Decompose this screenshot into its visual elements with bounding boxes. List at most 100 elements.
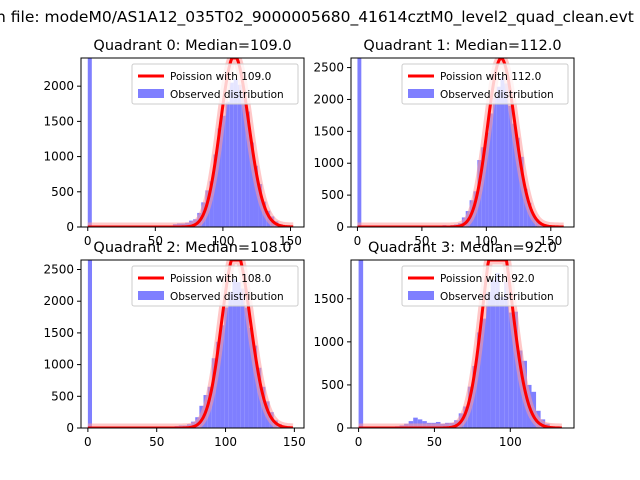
legend-box: [131, 265, 299, 307]
histogram-bar: [481, 318, 487, 428]
panel-title: Quadrant 3: Median=92.0: [368, 240, 557, 256]
axes-frame: [350, 57, 575, 228]
y-tick-label: 0: [336, 421, 344, 435]
histogram-bar: [500, 77, 505, 227]
x-tick-label: 100: [211, 234, 234, 248]
histogram-bar: [240, 288, 245, 428]
histogram-bar: [220, 325, 225, 428]
histogram-bar: [515, 137, 520, 227]
figure-title: n file: modeM0/AS1A12_035T02_9000005680_…: [0, 8, 634, 27]
legend-hist-swatch: [408, 291, 434, 300]
legend-line-label: Poission with 112.0: [440, 71, 541, 83]
poisson-curve: [356, 58, 565, 227]
histogram-bar: [485, 132, 489, 227]
histogram-bar: [504, 83, 509, 227]
legend: Poission with 108.0 Observed distribution: [131, 265, 299, 307]
histogram-bar: [87, 58, 92, 227]
histogram-bar: [217, 128, 222, 227]
panel-title: Quadrant 2: Median=108.0: [93, 240, 291, 256]
histogram-bar: [224, 307, 229, 428]
legend: Poission with 92.0 Observed distribution: [401, 265, 569, 307]
legend: Poission with 112.0 Observed distribution: [401, 63, 569, 105]
y-tick-label: 1000: [313, 156, 344, 170]
histogram-bar: [215, 341, 221, 428]
y-tick-label: 1500: [313, 124, 344, 138]
x-tick-label: 0: [354, 234, 362, 248]
panel-title: Quadrant 0: Median=109.0: [93, 38, 291, 54]
x-tick-label: 150: [279, 234, 302, 248]
poisson-curve: [87, 58, 294, 227]
x-tick-label: 50: [414, 234, 429, 248]
histogram-bar: [221, 115, 226, 227]
x-tick-label: 100: [214, 435, 237, 449]
legend-line-label: Poission with 108.0: [170, 273, 271, 285]
y-tick-label: 0: [66, 220, 74, 234]
poisson-curve: [358, 260, 563, 428]
y-tick-label: 1500: [43, 114, 74, 128]
histogram-bar: [496, 86, 501, 227]
y-tick-label: 500: [321, 378, 344, 392]
histogram-bar: [213, 154, 218, 227]
histogram-bar: [508, 105, 513, 227]
histogram-bar: [492, 97, 497, 227]
legend-hist-label: Observed distribution: [440, 89, 554, 101]
legend-box: [401, 63, 569, 105]
y-tick-label: 2000: [313, 92, 344, 106]
y-tick-label: 1500: [313, 292, 344, 306]
axes-frame: [350, 259, 575, 429]
y-tick-label: 2500: [313, 61, 344, 75]
legend-line-label: Poission with 92.0: [440, 273, 535, 285]
x-tick-label: 0: [84, 435, 92, 449]
y-tick-label: 2500: [43, 263, 74, 277]
y-tick-label: 0: [66, 421, 74, 435]
y-tick-label: 2000: [43, 294, 74, 308]
x-tick-label: 50: [149, 435, 164, 449]
histogram-bar: [229, 82, 234, 227]
axes-frame: [80, 57, 305, 228]
y-tick-label: 1000: [43, 150, 74, 164]
x-tick-label: 50: [427, 435, 442, 449]
y-tick-label: 2000: [43, 79, 74, 93]
x-tick-label: 150: [539, 234, 562, 248]
x-tick-label: 50: [148, 234, 163, 248]
y-tick-label: 500: [51, 185, 74, 199]
histogram-bar: [228, 291, 233, 428]
histogram-bar: [523, 188, 528, 227]
histogram-bar: [476, 332, 482, 428]
histogram-bar: [236, 282, 241, 428]
x-tick-label: 100: [499, 435, 522, 449]
histogram-bar: [245, 111, 250, 227]
legend-hist-label: Observed distribution: [170, 291, 284, 303]
histogram-bar: [225, 101, 230, 227]
poisson-curve: [87, 260, 294, 428]
histogram-bar: [249, 142, 254, 227]
histogram-bar: [253, 345, 258, 428]
y-tick-label: 1000: [313, 335, 344, 349]
x-tick-label: 0: [355, 435, 363, 449]
y-tick-label: 0: [336, 220, 344, 234]
histogram-bar: [87, 260, 93, 428]
legend-hist-label: Observed distribution: [440, 291, 554, 303]
histogram-bar: [358, 260, 364, 428]
y-tick-label: 1500: [43, 326, 74, 340]
legend-hist-swatch: [408, 89, 434, 98]
histogram-bar: [241, 93, 246, 227]
x-tick-label: 0: [84, 234, 92, 248]
legend-box: [131, 63, 299, 105]
histogram-bar: [357, 58, 362, 227]
histogram-bar: [233, 79, 238, 227]
legend: Poission with 109.0 Observed distribution: [131, 63, 299, 105]
histogram-bar: [237, 84, 242, 227]
histogram-bar: [508, 312, 514, 428]
histogram-bar: [248, 327, 254, 428]
histogram-bar: [504, 281, 509, 428]
histogram-bar: [499, 297, 505, 428]
y-tick-label: 500: [321, 188, 344, 202]
histogram-bar: [512, 123, 516, 227]
histogram-bar: [413, 417, 418, 428]
axes-frame: [80, 259, 305, 429]
